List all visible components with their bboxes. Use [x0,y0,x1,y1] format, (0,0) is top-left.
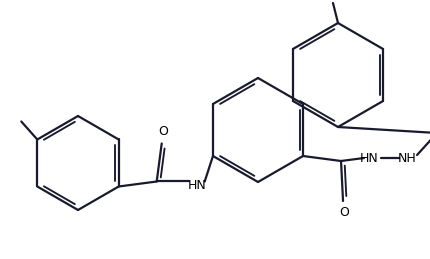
Text: O: O [157,125,167,138]
Text: HN: HN [359,152,378,164]
Text: NH: NH [397,152,415,164]
Text: O: O [338,206,348,219]
Text: HN: HN [187,179,206,192]
